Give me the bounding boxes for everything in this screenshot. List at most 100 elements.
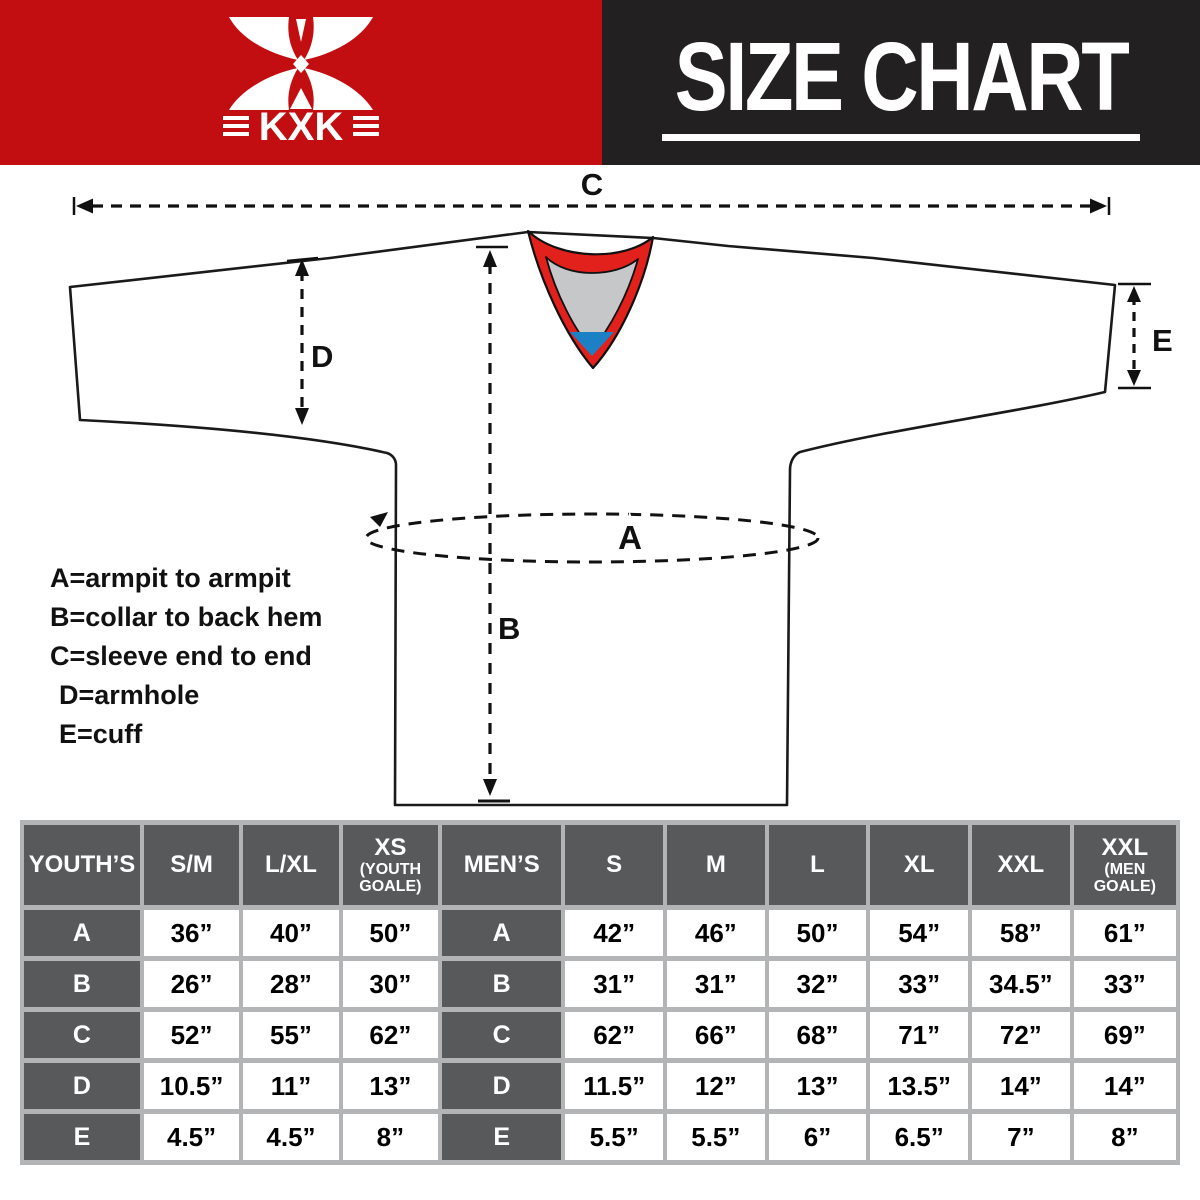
legend-line-d: D=armhole <box>59 680 200 710</box>
men-size-cell: 72” <box>972 1012 1070 1058</box>
kxk-logo-icon: KXK <box>223 17 379 149</box>
dimension-e-label: E <box>1152 323 1173 358</box>
youth-size-cell: 8” <box>342 1114 439 1160</box>
men-col-goalie: XXL (MEN GOALE) <box>1073 825 1176 905</box>
jersey-diagram-svg: C D B A <box>68 167 1173 807</box>
dimension-e-arrow: E <box>1118 282 1173 390</box>
title-panel: SIZE CHART <box>602 0 1200 165</box>
dimension-b-arrow: B <box>476 245 520 803</box>
men-size-cell: 33” <box>870 961 969 1007</box>
jersey-outline <box>68 230 1117 807</box>
men-size-cell: 71” <box>870 1012 969 1058</box>
youth-size-cell: 4.5” <box>143 1114 240 1160</box>
size-table-section: YOUTH’S S/M L/XL XS (YOUTH GOALE) MEN’S S… <box>20 820 1180 1165</box>
men-size-cell: 6” <box>768 1114 867 1160</box>
dimension-a-arrow: A <box>364 512 820 564</box>
men-size-cell: 61” <box>1073 910 1176 956</box>
top-banner: KXK SIZE CHART <box>0 0 1200 165</box>
youth-col-lxl: L/XL <box>243 825 339 905</box>
men-size-cell: 5.5” <box>667 1114 765 1160</box>
legend-line-b: B=collar to back hem <box>50 602 323 632</box>
men-row-label: B <box>442 961 562 1007</box>
size-table-body: A 36” 40” 50” A 42” 46” 50” 54” 58” 61” B 26” 28” 30” B… <box>24 910 1176 1160</box>
youth-size-cell: 55” <box>243 1012 339 1058</box>
men-size-cell: 14” <box>972 1063 1070 1109</box>
men-goalie-size: XXL <box>1101 834 1149 862</box>
brand-panel: KXK <box>0 0 602 165</box>
men-row-label: D <box>442 1063 562 1109</box>
youth-size-cell: 52” <box>143 1012 240 1058</box>
men-size-cell: 58” <box>972 910 1070 956</box>
table-row: B 26” 28” 30” B 31” 31” 32” 33” 34.5” 33” <box>24 961 1176 1007</box>
men-size-cell: 13” <box>768 1063 867 1109</box>
measurement-legend: A=armpit to armpit B=collar to back hem … <box>50 559 322 754</box>
youth-row-label: B <box>24 961 140 1007</box>
size-table-header-row: YOUTH’S S/M L/XL XS (YOUTH GOALE) MEN’S S… <box>24 825 1176 905</box>
men-col-s: S <box>565 825 663 905</box>
men-col-l: L <box>768 825 867 905</box>
men-size-cell: 50” <box>768 910 867 956</box>
youth-col-goalie: XS (YOUTH GOALE) <box>342 825 439 905</box>
youth-goalie-note: (YOUTH GOALE) <box>359 861 422 895</box>
men-size-cell: 33” <box>1073 961 1176 1007</box>
youth-size-cell: 28” <box>243 961 339 1007</box>
youth-size-cell: 30” <box>342 961 439 1007</box>
men-size-cell: 46” <box>667 910 765 956</box>
youth-size-cell: 50” <box>342 910 439 956</box>
men-size-cell: 31” <box>667 961 765 1007</box>
men-size-cell: 54” <box>870 910 969 956</box>
men-size-cell: 12” <box>667 1063 765 1109</box>
dimension-d-label: D <box>311 339 333 374</box>
men-col-m: M <box>667 825 765 905</box>
youth-row-label: D <box>24 1063 140 1109</box>
men-size-cell: 42” <box>565 910 663 956</box>
men-size-cell: 31” <box>565 961 663 1007</box>
men-col-xl: XL <box>870 825 969 905</box>
youth-section-label: YOUTH’S <box>24 825 140 905</box>
legend-line-a: A=armpit to armpit <box>50 563 291 593</box>
youth-size-cell: 11” <box>243 1063 339 1109</box>
men-size-cell: 69” <box>1073 1012 1176 1058</box>
men-size-cell: 8” <box>1073 1114 1176 1160</box>
youth-size-cell: 36” <box>143 910 240 956</box>
youth-goalie-size: XS <box>374 834 407 862</box>
title-underline <box>662 134 1140 141</box>
youth-size-cell: 13” <box>342 1063 439 1109</box>
dimension-a-label: A <box>618 519 642 556</box>
men-size-cell: 34.5” <box>972 961 1070 1007</box>
youth-row-label: E <box>24 1114 140 1160</box>
men-size-cell: 68” <box>768 1012 867 1058</box>
collar-blue-insert <box>570 332 614 356</box>
dimension-c-arrow: C <box>72 167 1111 215</box>
table-row: E 4.5” 4.5” 8” E 5.5” 5.5” 6” 6.5” 7” 8” <box>24 1114 1176 1160</box>
jersey-measurement-diagram: C D B A <box>0 165 1200 820</box>
men-col-xxl: XXL <box>972 825 1070 905</box>
men-size-cell: 5.5” <box>565 1114 663 1160</box>
brand-text: KXK <box>259 105 344 149</box>
collar <box>526 229 655 370</box>
men-size-cell: 14” <box>1073 1063 1176 1109</box>
page-title: SIZE CHART <box>674 22 1130 131</box>
legend-line-e: E=cuff <box>59 719 143 749</box>
men-row-label: E <box>442 1114 562 1160</box>
men-row-label: A <box>442 910 562 956</box>
dimension-b-label: B <box>498 611 520 646</box>
men-size-cell: 7” <box>972 1114 1070 1160</box>
men-goalie-note: (MEN GOALE) <box>1093 861 1156 895</box>
youth-row-label: C <box>24 1012 140 1058</box>
youth-size-cell: 4.5” <box>243 1114 339 1160</box>
youth-size-cell: 40” <box>243 910 339 956</box>
dimension-d-arrow: D <box>286 256 333 425</box>
youth-col-sm: S/M <box>143 825 240 905</box>
youth-row-label: A <box>24 910 140 956</box>
men-section-label: MEN’S <box>442 825 562 905</box>
dimension-c-label: C <box>581 167 603 202</box>
men-size-cell: 66” <box>667 1012 765 1058</box>
table-row: A 36” 40” 50” A 42” 46” 50” 54” 58” 61” <box>24 910 1176 956</box>
youth-size-cell: 62” <box>342 1012 439 1058</box>
collar-inner-gray <box>545 256 639 351</box>
legend-line-c: C=sleeve end to end <box>50 641 312 671</box>
youth-size-cell: 26” <box>143 961 240 1007</box>
youth-size-cell: 10.5” <box>143 1063 240 1109</box>
men-size-cell: 11.5” <box>565 1063 663 1109</box>
